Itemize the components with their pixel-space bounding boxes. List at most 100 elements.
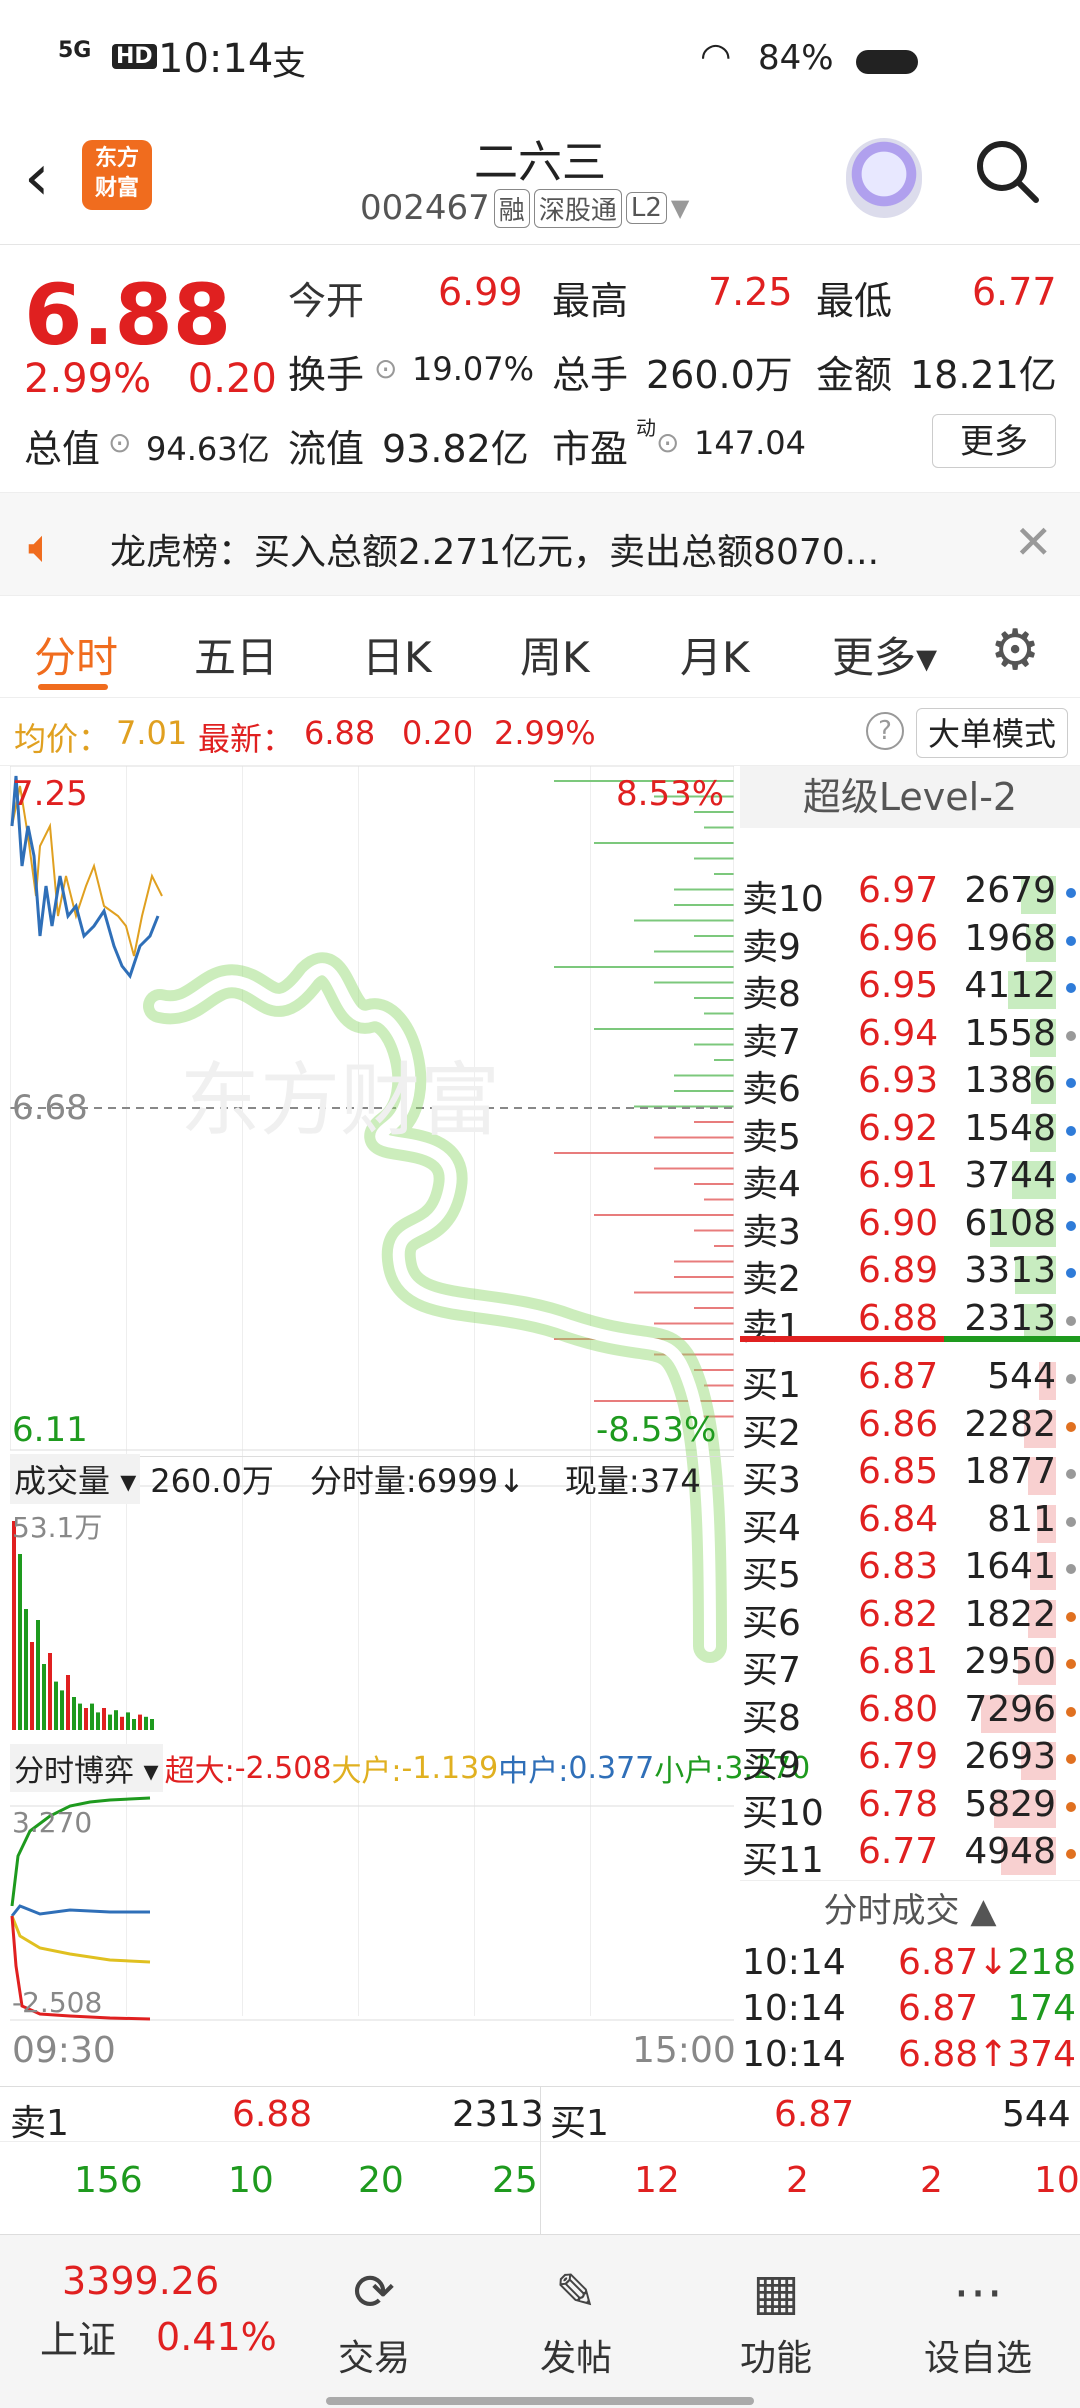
stock-header: ‹ 东方 财富 二六三 002467 融 深股通 L2 ▼ — [0, 120, 1080, 245]
depth-bar — [594, 1400, 734, 1402]
level-name: 买3 — [742, 1460, 801, 1501]
depth-bar — [654, 950, 734, 953]
game-top: 3.270 — [12, 1806, 93, 1839]
ask-row[interactable]: 卖6 6.93 1386 — [740, 1060, 1080, 1110]
big-order-mode-button[interactable]: 大单模式 — [916, 708, 1068, 758]
large-label: 大户: — [331, 1754, 402, 1789]
index-percent: 0.41% — [156, 2314, 277, 2359]
ask-row[interactable]: 卖2 6.89 3313 — [740, 1250, 1080, 1300]
volume-bar — [1030, 1552, 1056, 1590]
high-label: 最高 — [552, 279, 629, 323]
level2-header[interactable]: 超级Level-2 — [740, 766, 1080, 828]
info-icon[interactable]: ⊙ — [374, 352, 398, 385]
bid-row[interactable]: 买9 6.79 2693 — [740, 1736, 1080, 1786]
gear-icon[interactable]: ⚙ — [990, 618, 1041, 683]
pe-superscript: 动 — [636, 416, 656, 440]
stock-code-line[interactable]: 002467 融 深股通 L2 ▼ — [360, 188, 689, 228]
status-dot — [1066, 1611, 1076, 1622]
ask-row[interactable]: 卖5 6.92 1548 — [740, 1107, 1080, 1158]
bid-row[interactable]: 买3 6.85 1877 — [740, 1451, 1080, 1501]
volume-selector[interactable]: 成交量 ▾ — [10, 1453, 141, 1504]
nav-post[interactable]: ✎ 发帖 — [496, 2263, 656, 2381]
tab-monthly-k[interactable]: 月K — [680, 633, 750, 682]
level-price: 6.84 — [858, 1498, 939, 1540]
tick-row: 10:14 6.88↑ 374 — [740, 2034, 1080, 2082]
bid-row[interactable]: 买8 6.80 7296 — [740, 1689, 1080, 1739]
assistant-robot-icon[interactable] — [846, 138, 922, 218]
tick-volume: 374 — [1007, 2034, 1076, 2075]
level-volume: 544 — [987, 1356, 1056, 1397]
level-volume: 811 — [987, 1498, 1056, 1540]
tick-price: 6.88↑ — [898, 2034, 1009, 2075]
ask-row[interactable]: 卖9 6.96 1968 — [740, 917, 1080, 968]
money-flow-selector[interactable]: 分时博弈 ▾ — [10, 1744, 163, 1792]
bid-row[interactable]: 买1 6.87 544 — [740, 1356, 1080, 1406]
bid-row[interactable]: 买4 6.84 811 — [740, 1498, 1080, 1549]
level-price: 6.97 — [858, 870, 939, 911]
volume-bar — [1021, 876, 1056, 914]
bid-row[interactable]: 买10 6.78 5829 — [740, 1784, 1080, 1834]
ask-row[interactable]: 卖7 6.94 1558 — [740, 1013, 1080, 1063]
volume-bar — [1012, 1161, 1056, 1199]
ask-row[interactable]: 卖4 6.91 3744 — [740, 1155, 1080, 1205]
ask-row[interactable]: 卖3 6.90 6108 — [740, 1203, 1080, 1253]
y-axis-bottom: 6.11 — [12, 1410, 88, 1450]
depth-bar — [694, 935, 734, 937]
ask-row[interactable]: 卖8 6.95 4112 — [740, 965, 1080, 1015]
depth-bar — [654, 1353, 734, 1356]
status-dot — [1066, 1421, 1076, 1432]
tab-weekly-k[interactable]: 周K — [520, 633, 590, 682]
index-ticker[interactable]: 3399.26 上证 0.41% — [40, 2259, 277, 2364]
depth-bar — [674, 1074, 734, 1077]
super-label: 超大: — [164, 1754, 235, 1789]
search-icon[interactable] — [972, 136, 1044, 219]
level-price: 6.92 — [858, 1107, 939, 1149]
tab-five-day[interactable]: 五日 — [194, 633, 279, 682]
ticks-header[interactable]: 分时成交 ▲ — [740, 1880, 1080, 1940]
bid-row[interactable]: 买11 6.77 4948 — [740, 1831, 1080, 1881]
depth-bar — [694, 997, 734, 999]
bid-row[interactable]: 买6 6.82 1822 — [740, 1594, 1080, 1644]
float-label: 流值 — [288, 427, 365, 471]
info-icon[interactable]: ⊙ — [108, 426, 132, 459]
latest-percent: 2.99% — [494, 714, 596, 752]
level-price: 6.88 — [858, 1297, 939, 1339]
amount-label: 金额 — [816, 353, 893, 397]
depth-bar — [694, 1369, 734, 1371]
tab-more[interactable]: 更多▾ — [832, 633, 938, 682]
nav-trade-label: 交易 — [337, 2338, 410, 2379]
nav-functions[interactable]: ▦ 功能 — [696, 2263, 856, 2381]
volume-bar — [132, 1719, 136, 1730]
bid-row[interactable]: 买7 6.81 2950 — [740, 1641, 1080, 1691]
help-icon[interactable]: ? — [866, 712, 904, 750]
hd-indicator: HD — [112, 44, 157, 69]
depth-bar — [634, 1105, 734, 1108]
status-dot — [1066, 1801, 1076, 1812]
level-volume: 1968 — [964, 917, 1056, 959]
nav-functions-label: 功能 — [739, 2338, 812, 2379]
ask-row[interactable]: 卖10 6.97 2679 — [740, 870, 1080, 920]
index-name: 上证 — [40, 2318, 117, 2362]
chevron-down-icon: ▼ — [670, 194, 690, 222]
level-price: 6.83 — [858, 1546, 939, 1587]
info-icon[interactable]: ⊙ — [656, 426, 680, 459]
nav-trade[interactable]: ⟳ 交易 — [294, 2263, 454, 2381]
bid-row[interactable]: 买2 6.86 2282 — [740, 1404, 1080, 1454]
order-book[interactable]: 超级Level-2 卖10 6.97 2679 卖9 6.96 1968 卖8 6.95 411… — [740, 766, 1080, 2080]
volume-bar — [994, 1789, 1056, 1828]
bid-row[interactable]: 买5 6.83 1641 — [740, 1546, 1080, 1596]
ask-queue-1: 156 — [74, 2160, 143, 2201]
more-button[interactable]: 更多 — [932, 414, 1056, 468]
nav-add-watchlist[interactable]: ⋯ 设自选 — [898, 2263, 1058, 2381]
small-value: 3.270 — [724, 1750, 811, 1786]
volume-bar — [1024, 1303, 1056, 1342]
intraday-chart[interactable]: 7.25 8.53% 6.68 东方财富 6.11 -8.53% 成交量 ▾ 2… — [10, 766, 810, 2080]
back-icon[interactable]: ‹ — [24, 141, 50, 215]
status-bar: 5G HD 10:14 支 ◠ 84% — [0, 0, 1080, 120]
money-flow-header: 分时博弈 ▾ 超大: -2.508 大户: -1.139 中户: 0.377 小户: 3… — [10, 1744, 810, 1792]
tab-daily-k[interactable]: 日K — [362, 633, 432, 682]
tab-intraday[interactable]: 分时 — [34, 633, 119, 682]
depth-bar — [704, 1198, 734, 1201]
notice-bar[interactable]: 🔈︎ 龙虎榜：买入总额2.271亿元，卖出总额8070... ✕ — [0, 492, 1080, 596]
close-icon[interactable]: ✕ — [1014, 515, 1053, 569]
